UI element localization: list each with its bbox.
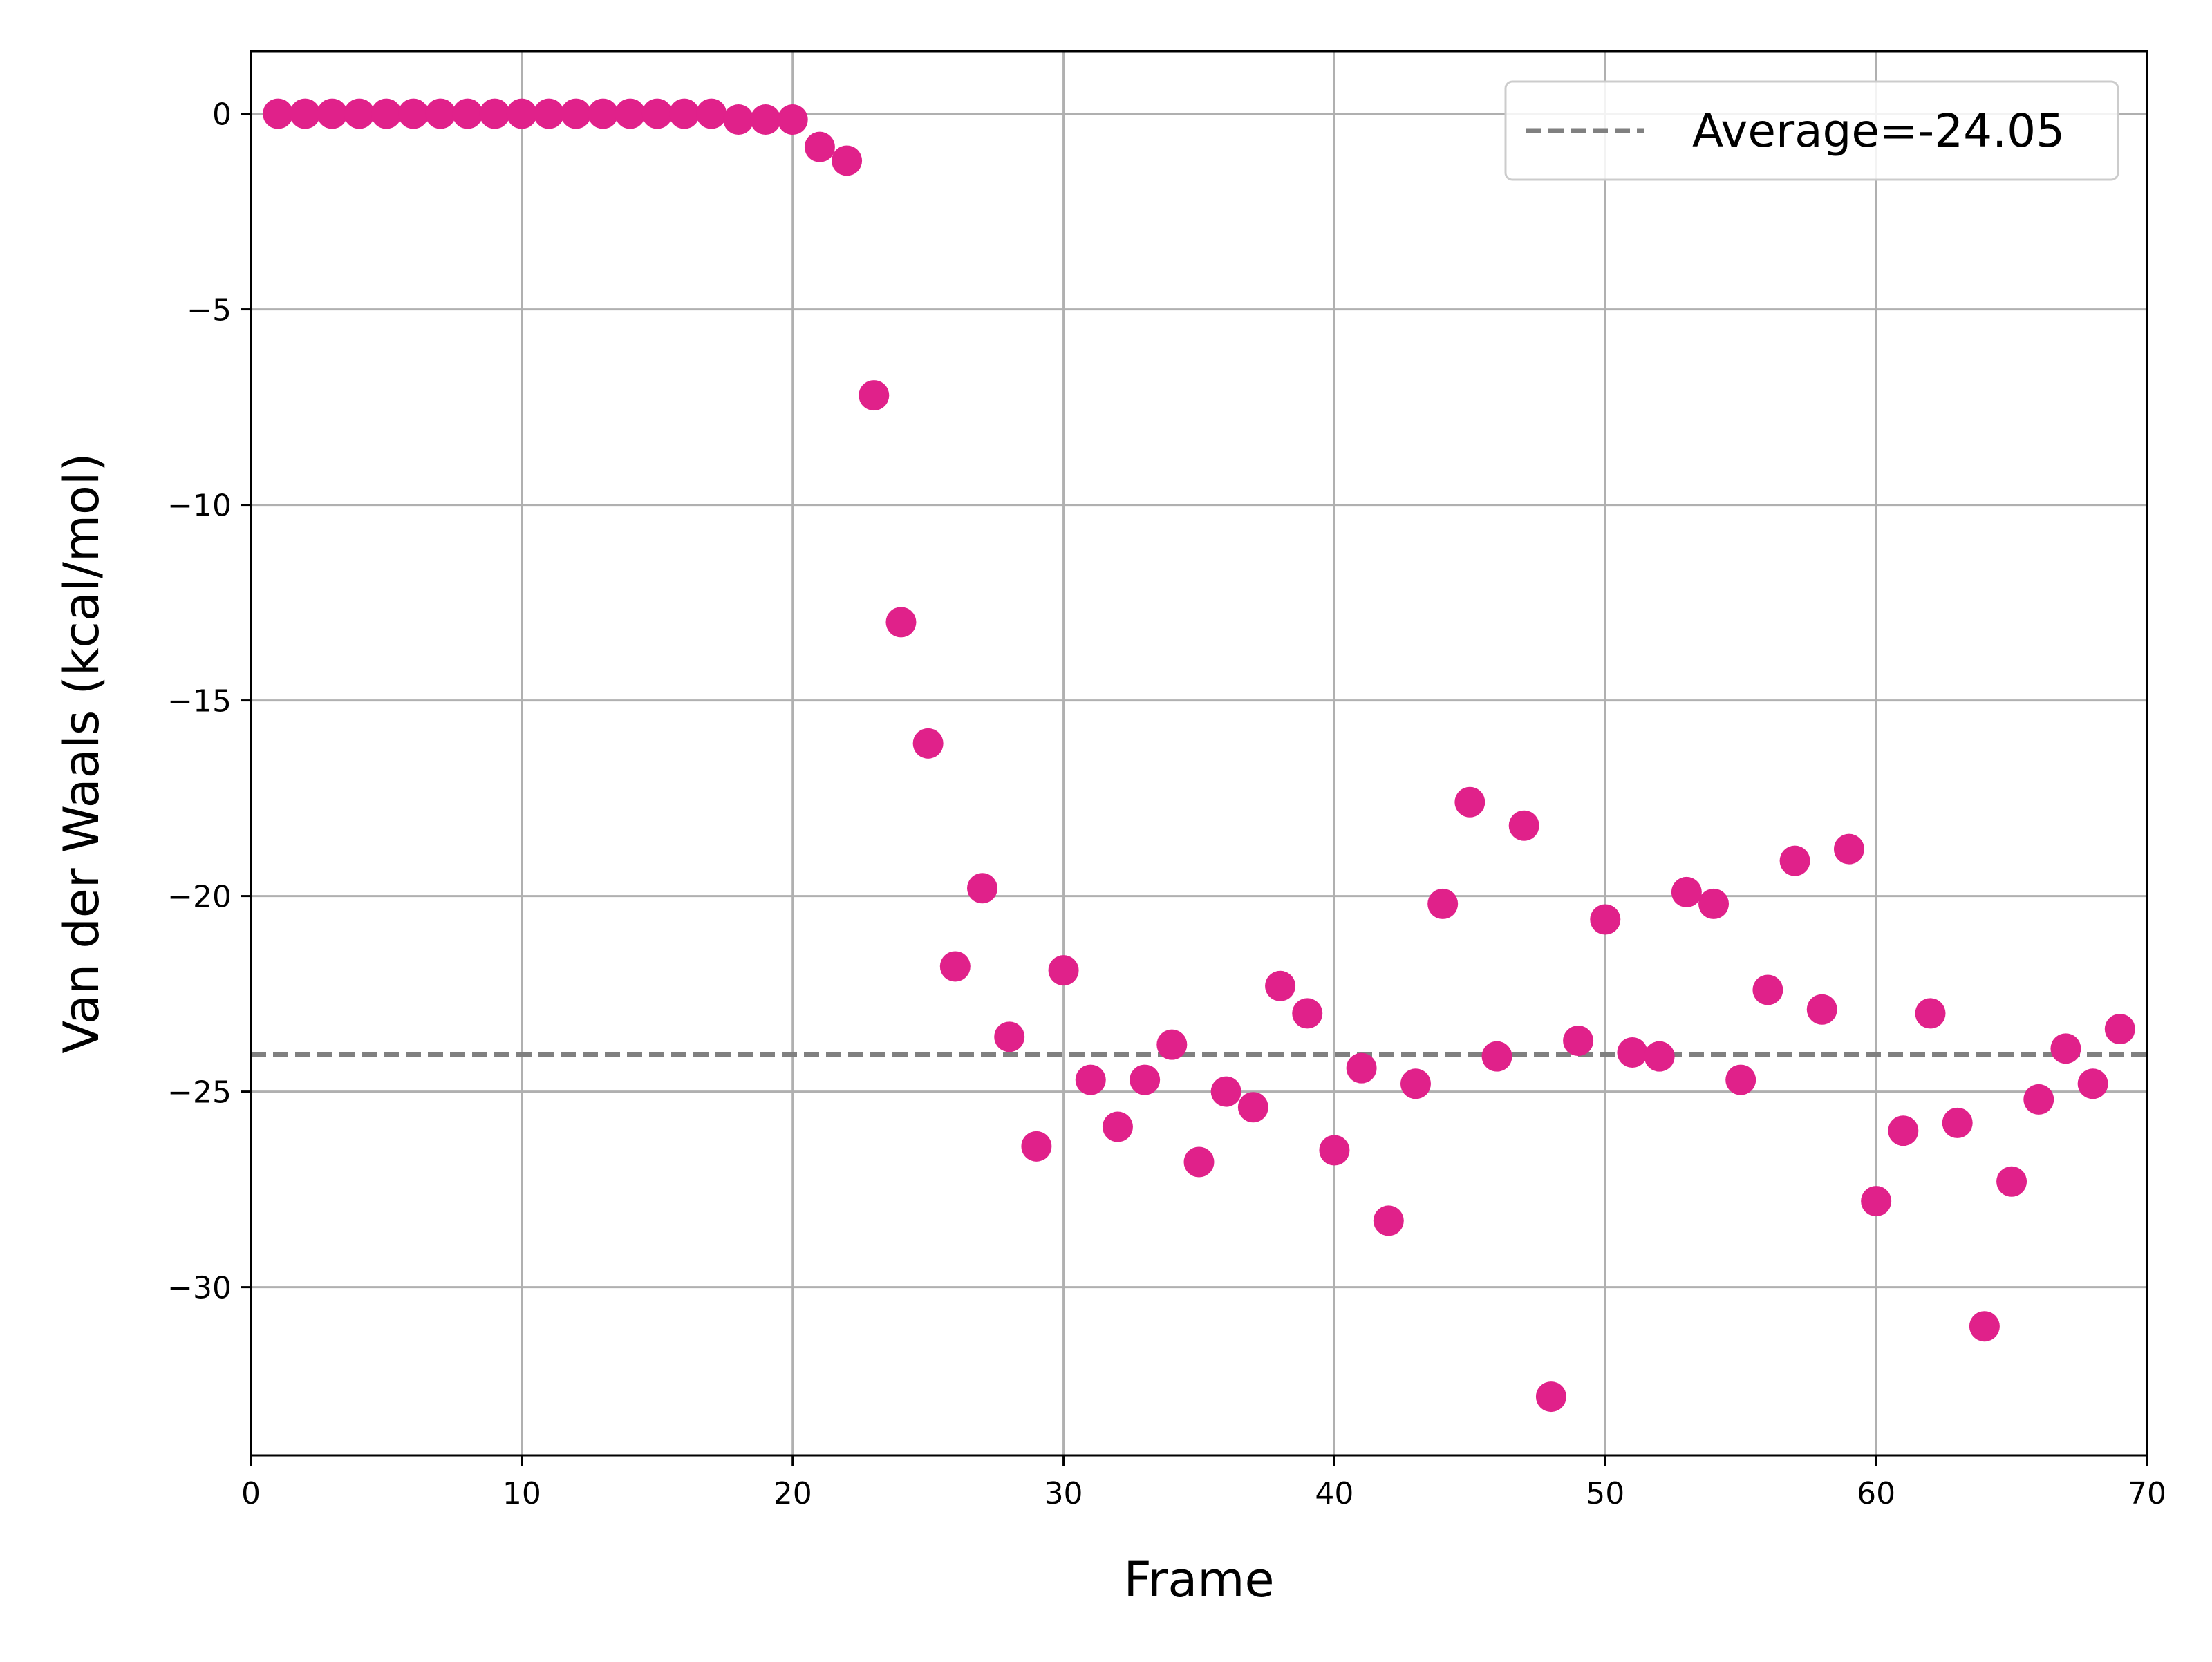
data-point [2104, 1014, 2135, 1045]
y-tick-label: −10 [167, 489, 232, 524]
data-point [1292, 998, 1323, 1029]
data-point [1806, 994, 1837, 1025]
x-tick-label: 30 [1044, 1476, 1083, 1511]
data-point [317, 98, 348, 129]
data-point [1833, 833, 1864, 865]
data-point [1779, 845, 1810, 876]
data-point [1102, 1111, 1133, 1142]
data-point [1346, 1052, 1377, 1084]
data-point [561, 98, 592, 129]
y-tick-label: −25 [167, 1075, 232, 1111]
data-point [668, 98, 700, 129]
data-point [398, 98, 429, 129]
data-point [696, 98, 727, 129]
data-point [615, 98, 646, 129]
data-point [1237, 1092, 1268, 1123]
x-axis-label: Frame [1123, 1551, 1274, 1608]
data-point [1183, 1146, 1215, 1178]
data-point [1021, 1131, 1052, 1162]
x-tick-label: 70 [2128, 1476, 2166, 1511]
data-point [1590, 904, 1621, 935]
x-tick-label: 60 [1857, 1476, 1895, 1511]
data-point [371, 98, 402, 129]
data-point [1156, 1029, 1188, 1060]
data-point [1698, 888, 1730, 919]
y-tick-label: 0 [212, 97, 232, 133]
data-point [1671, 876, 1702, 907]
data-point [1481, 1041, 1512, 1072]
data-point [1427, 888, 1459, 919]
data-point [1617, 1037, 1648, 1068]
y-axis-label: Van der Waals (kcal/mol) [53, 453, 110, 1053]
data-point [425, 98, 456, 129]
data-point [1861, 1186, 1892, 1217]
data-point [1888, 1115, 1919, 1146]
data-point [1563, 1026, 1594, 1057]
data-point [344, 98, 375, 129]
y-tick-label: −5 [187, 293, 232, 328]
data-point [452, 98, 483, 129]
grid-lines [250, 51, 2148, 1455]
data-point [859, 380, 890, 411]
data-point [2077, 1068, 2108, 1099]
data-point [1644, 1041, 1675, 1072]
data-point [912, 728, 944, 759]
data-point [967, 873, 998, 904]
data-point [479, 98, 510, 129]
data-point [750, 104, 781, 135]
y-tick-label: −15 [167, 684, 232, 719]
data-point [1942, 1107, 1973, 1138]
data-point [534, 98, 565, 129]
data-point [1400, 1068, 1431, 1099]
data-point [1535, 1381, 1566, 1413]
data-point [641, 98, 673, 129]
data-point [1752, 974, 1783, 1005]
data-point [1373, 1205, 1404, 1236]
data-point [1265, 970, 1296, 1001]
data-point [263, 98, 294, 129]
data-point [1075, 1064, 1106, 1095]
x-tick-label: 50 [1586, 1476, 1624, 1511]
data-point [723, 104, 754, 135]
data-point [1210, 1076, 1241, 1107]
x-tick-label: 20 [774, 1476, 812, 1511]
legend-box [1504, 80, 2119, 181]
data-point [885, 607, 917, 638]
data-point [804, 131, 835, 162]
y-tick-label: −20 [167, 880, 232, 915]
data-point [506, 98, 537, 129]
data-point [588, 98, 619, 129]
x-axis-ticks: 0 10 20 30 40 50 60 70 [241, 1455, 2166, 1511]
data-point [1996, 1166, 2027, 1197]
y-tick-label: −30 [167, 1271, 232, 1306]
x-tick-label: 0 [241, 1476, 261, 1511]
data-point [2023, 1084, 2054, 1115]
data-point [1319, 1135, 1350, 1166]
data-point [1725, 1064, 1756, 1095]
data-point [939, 951, 971, 982]
data-point [1130, 1064, 1161, 1095]
data-point [290, 98, 321, 129]
x-tick-label: 40 [1315, 1476, 1353, 1511]
data-points [263, 98, 2135, 1413]
data-point [994, 1021, 1025, 1052]
data-point [1048, 955, 1079, 986]
legend-average-label: Average=-24.05 [1692, 104, 2065, 158]
data-point [777, 104, 808, 135]
data-point [2050, 1033, 2081, 1064]
x-tick-label: 10 [503, 1476, 541, 1511]
y-axis-ticks: 0 −5 −10 −15 −20 −25 −30 [167, 97, 251, 1306]
plot-frame [250, 50, 2148, 1457]
data-point [832, 145, 863, 176]
data-point [1915, 998, 1946, 1029]
data-point [1454, 786, 1485, 818]
legend: Average=-24.05 [1504, 80, 2119, 181]
data-point [1508, 810, 1539, 841]
data-point [1969, 1311, 2000, 1342]
